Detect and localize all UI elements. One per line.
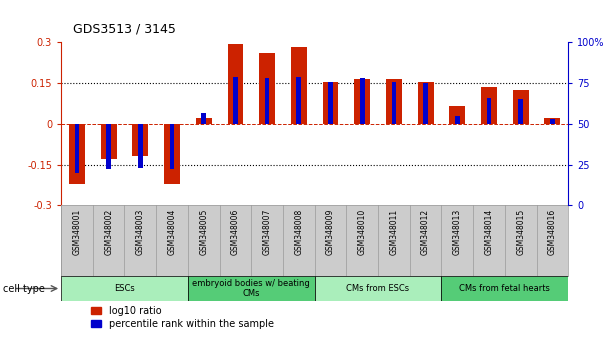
Bar [202,113,206,124]
Text: GSM348002: GSM348002 [104,209,113,255]
Bar [354,79,370,124]
Bar [61,276,188,301]
Text: GSM348014: GSM348014 [485,209,494,255]
Bar [233,77,238,124]
Bar [323,82,338,124]
Bar [315,276,441,301]
Bar [544,119,560,124]
Bar [101,124,117,159]
Text: GSM348007: GSM348007 [263,209,272,255]
Bar [392,81,397,124]
Bar [133,124,148,156]
Bar [386,79,402,124]
Bar [441,276,568,301]
Bar [75,124,79,173]
Bar [259,53,275,124]
Text: GSM348013: GSM348013 [453,209,462,255]
Text: embryoid bodies w/ beating
CMs: embryoid bodies w/ beating CMs [192,279,310,298]
Bar [449,106,465,124]
Bar [518,99,523,124]
Bar [423,83,428,124]
Text: GSM348003: GSM348003 [136,209,145,255]
Text: ESCs: ESCs [114,284,135,293]
Bar [360,78,365,124]
Text: GSM348016: GSM348016 [548,209,557,255]
Text: GSM348006: GSM348006 [231,209,240,255]
Bar [265,78,269,124]
Text: CMs from ESCs: CMs from ESCs [346,284,409,293]
Bar [227,44,243,124]
Text: GSM348001: GSM348001 [73,209,81,255]
Bar [481,87,497,124]
Text: cell type: cell type [3,284,45,293]
Bar [69,124,85,184]
Text: GSM348009: GSM348009 [326,209,335,255]
Bar [291,47,307,124]
Bar [138,124,143,168]
Bar [106,124,111,170]
Bar [188,276,315,301]
Bar [550,119,555,124]
Bar [196,119,211,124]
Bar [296,77,301,124]
Legend: log10 ratio, percentile rank within the sample: log10 ratio, percentile rank within the … [91,306,274,329]
Bar [486,98,491,124]
Text: GSM348010: GSM348010 [357,209,367,255]
Text: GSM348004: GSM348004 [167,209,177,255]
Text: CMs from fetal hearts: CMs from fetal hearts [459,284,551,293]
Text: GSM348011: GSM348011 [389,209,398,255]
Bar [455,116,459,124]
Bar [170,124,174,170]
Bar [418,82,434,124]
Text: GSM348005: GSM348005 [199,209,208,255]
Text: GSM348012: GSM348012 [421,209,430,255]
Bar [513,90,529,124]
Bar [328,81,333,124]
Text: GDS3513 / 3145: GDS3513 / 3145 [73,22,176,35]
Bar [164,124,180,184]
Text: GSM348015: GSM348015 [516,209,525,255]
Text: GSM348008: GSM348008 [295,209,303,255]
